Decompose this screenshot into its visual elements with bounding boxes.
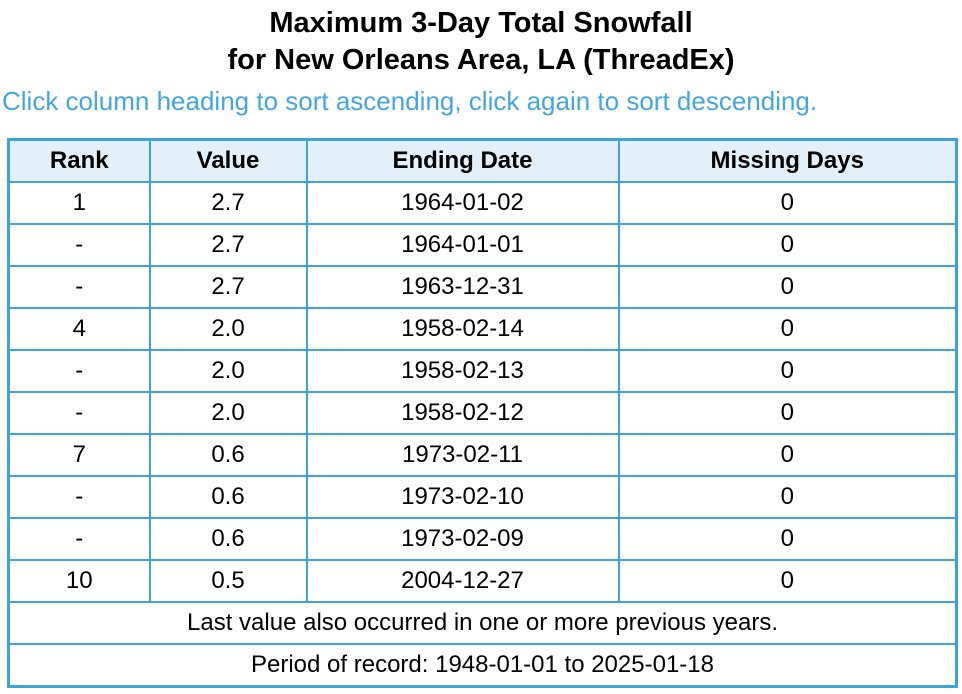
table-row: -2.0 1958-02-12 0 <box>7 391 958 435</box>
value-cell: 2.0 <box>148 349 308 393</box>
value-cell: 0.6 <box>148 475 308 519</box>
value-cell: 2.7 <box>148 265 308 309</box>
table-row: 1 2.7 1964-01-02 0 <box>7 181 958 225</box>
column-header-missing-days[interactable]: Missing Days <box>617 138 958 183</box>
value-cell: 0.6 <box>148 433 308 477</box>
missing-days-cell: 0 <box>617 391 958 435</box>
rank-cell: 1 <box>7 181 151 225</box>
ending-date-cell: 1964-01-02 <box>305 181 620 225</box>
value-cell: 0.5 <box>148 559 308 603</box>
value-cell: 2.7 <box>148 223 308 267</box>
column-header-rank[interactable]: Rank <box>7 138 151 183</box>
page-title-line-2: for New Orleans Area, LA (ThreadEx) <box>227 44 735 76</box>
sort-instructions: Click column heading to sort ascending, … <box>2 86 818 116</box>
table-header-row: Rank Value Ending Date Missing Days <box>7 138 958 183</box>
table-row: 4 2.0 1958-02-14 0 <box>7 307 958 351</box>
rank-cell: 4 <box>7 307 151 351</box>
ending-date-cell: 1964-01-01 <box>305 223 620 267</box>
table-row: 10 0.5 2004-12-27 0 <box>7 559 958 603</box>
column-header-value[interactable]: Value <box>148 138 308 183</box>
missing-days-cell: 0 <box>617 181 958 225</box>
value-cell: 2.0 <box>148 307 308 351</box>
rank-cell: - <box>7 391 151 435</box>
missing-days-cell: 0 <box>617 265 958 309</box>
table-row: -2.7 1964-01-01 0 <box>7 223 958 267</box>
column-header-ending-date[interactable]: Ending Date <box>305 138 620 183</box>
footnote-tie-note: Last value also occurred in one or more … <box>7 601 958 645</box>
rank-cell: - <box>7 517 151 561</box>
table-row: -0.6 1973-02-10 0 <box>7 475 958 519</box>
rank-cell: - <box>7 475 151 519</box>
table-row: -2.7 1963-12-31 0 <box>7 265 958 309</box>
ending-date-cell: 1973-02-11 <box>305 433 620 477</box>
page-title-line-1: Maximum 3-Day Total Snowfall <box>269 7 693 39</box>
rank-cell: 7 <box>7 433 151 477</box>
missing-days-cell: 0 <box>617 349 958 393</box>
rank-cell: - <box>7 349 151 393</box>
rank-cell: 10 <box>7 559 151 603</box>
ending-date-cell: 1963-12-31 <box>305 265 620 309</box>
records-table: Rank Value Ending Date Missing Days 1 2.7 196… <box>7 138 958 688</box>
ending-date-cell: 1958-02-12 <box>305 391 620 435</box>
missing-days-cell: 0 <box>617 517 958 561</box>
missing-days-cell: 0 <box>617 223 958 267</box>
value-cell: 2.0 <box>148 391 308 435</box>
missing-days-cell: 0 <box>617 433 958 477</box>
missing-days-cell: 0 <box>617 559 958 603</box>
footnote-row: Period of record: 1948-01-01 to 2025-01-… <box>7 643 958 688</box>
rank-cell: - <box>7 265 151 309</box>
rank-cell: - <box>7 223 151 267</box>
value-cell: 2.7 <box>148 181 308 225</box>
missing-days-cell: 0 <box>617 475 958 519</box>
ending-date-cell: 1973-02-09 <box>305 517 620 561</box>
ending-date-cell: 2004-12-27 <box>305 559 620 603</box>
value-cell: 0.6 <box>148 517 308 561</box>
footnote-period-of-record: Period of record: 1948-01-01 to 2025-01-… <box>7 643 958 688</box>
table-row: -2.0 1958-02-13 0 <box>7 349 958 393</box>
table-row: -0.6 1973-02-09 0 <box>7 517 958 561</box>
ending-date-cell: 1958-02-14 <box>305 307 620 351</box>
page-title: Maximum 3-Day Total Snowfall for New Orl… <box>0 0 962 79</box>
ending-date-cell: 1973-02-10 <box>305 475 620 519</box>
ending-date-cell: 1958-02-13 <box>305 349 620 393</box>
missing-days-cell: 0 <box>617 307 958 351</box>
footnote-row: Last value also occurred in one or more … <box>7 601 958 645</box>
table-row: 7 0.6 1973-02-11 0 <box>7 433 958 477</box>
